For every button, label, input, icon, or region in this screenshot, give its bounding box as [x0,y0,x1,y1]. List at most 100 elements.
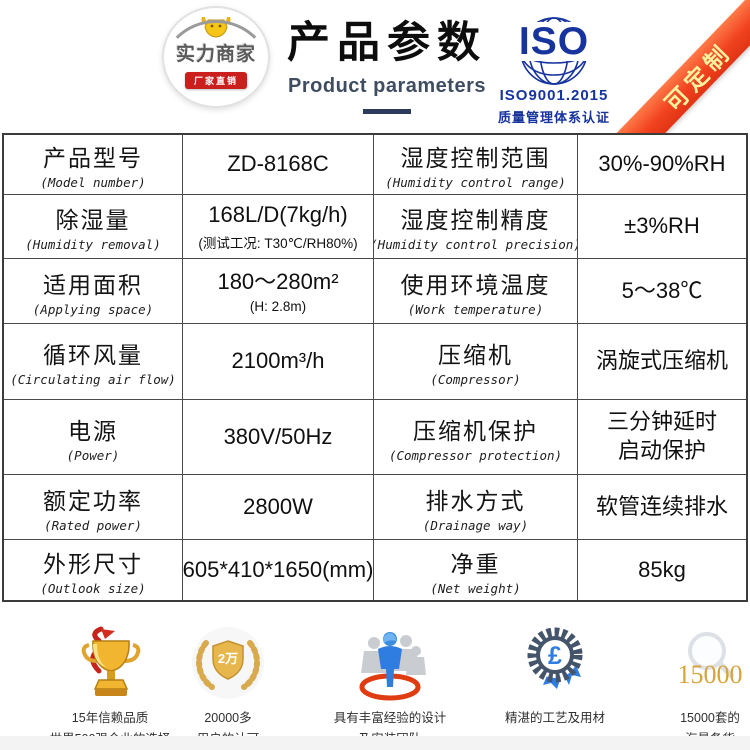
iso-wordmark: ISO [515,22,593,61]
param-value: 605*410*1650(mm) [183,556,374,582]
param-value-cell: 380V/50Hz [183,400,374,475]
param-label-cell: 适用面积 (Applying space) [4,259,183,324]
param-label-cell: 使用环境温度 (Work temperature) [374,259,578,324]
param-value: 软管连续排水 [595,493,728,519]
param-name-en: (Compressor protection) [388,447,563,463]
page-title: 产品参数 [287,19,487,67]
param-name-en: (Humidity removal) [25,237,161,252]
footer-item-team: 具有丰富经验的设计 及安装团队 [300,624,480,749]
param-name-zh: 循环风量 [43,342,143,368]
param-label-cell: 净重 (Net weight) [374,540,578,600]
bottom-strip [0,736,750,750]
laurel-badge-icon: 2万 [192,627,264,699]
param-value: 168L/D(7kg/h) [208,201,348,227]
param-value-cell: 软管连续排水 [578,475,746,540]
param-value: 三分钟延时 启动保护 [606,409,717,463]
factory-direct-banner: 厂家直销 [184,72,247,89]
param-label-cell: 湿度控制范围 (Humidity control range) [374,135,578,195]
param-name-en: (Compressor) [430,372,521,387]
team-icon [359,632,426,701]
param-value: 85kg [638,556,686,582]
param-label-cell: 排水方式 (Drainage way) [374,475,578,540]
param-name-en: (Outlook size) [40,580,146,596]
param-name-en: (Work temperature) [407,301,544,317]
badge-symbol: £ [548,642,562,670]
footer-item-users: 2万 20000多 用户的认可 [138,624,318,749]
footer-caption: 精湛的工艺及用材 [504,711,605,725]
param-label-cell: 电源 (Power) [4,400,183,475]
param-name-zh: 湿度控制范围 [400,145,551,171]
param-name-en: (Rated power) [44,517,142,533]
param-value-note: (测试工况: T30℃/RH80%) [198,236,358,252]
param-name-zh: 除湿量 [55,207,131,233]
param-value-cell: 三分钟延时 启动保护 [578,400,746,475]
param-name-en: (Power) [66,447,120,463]
param-label-cell: 产品型号 (Model number) [4,135,183,195]
param-label-cell: 压缩机 (Compressor) [374,324,578,400]
param-value: 30%-90%RH [598,151,726,177]
title-block: 产品参数 Product parameters [282,8,492,114]
badge-count-label: 2万 [218,651,238,666]
param-value-cell: ZD-8168C [183,135,374,195]
medal-badge-icon: £ [527,627,583,689]
param-name-en: (Circulating air flow) [10,372,176,387]
param-value-cell: 168L/D(7kg/h) (测试工况: T30℃/RH80%) [183,195,374,259]
spec-table: 产品型号 (Model number) ZD-8168C 湿度控制范围 (Humid… [2,133,748,602]
param-name-zh: 电源 [68,417,118,444]
param-name-zh: 产品型号 [43,145,143,171]
trophy-icon [81,626,141,696]
param-name-en: (Humidity control range) [385,175,566,190]
param-value-cell: 涡旋式压缩机 [578,324,746,400]
brand-logo: 实力商家 厂家直销 [158,4,276,110]
param-label-cell: 湿度控制精度 (Humidity control precision) [374,195,578,259]
param-value-cell: ±3%RH [578,195,746,259]
param-label-cell: 除湿量 (Humidity removal) [4,195,183,259]
param-name-zh: 湿度控制精度 [400,207,551,233]
footer-item-craft: £ 精湛的工艺及用材 [465,624,645,729]
param-name-en: (Applying space) [32,301,154,317]
param-value-cell: 85kg [578,540,746,600]
param-name-zh: 适用面积 [43,271,143,298]
param-name-en: (Humidity control precision) [374,237,578,252]
param-label-cell: 压缩机保护 (Compressor protection) [374,400,578,475]
magnifier-icon: 15000 [678,632,743,689]
param-value: 5～38℃ [621,277,703,303]
param-name-zh: 压缩机 [438,342,513,368]
iso-caption: 质量管理体系认证 [497,110,610,125]
param-value: 2800W [243,493,313,519]
param-value-cell: 5～38℃ [578,259,746,324]
param-label-cell: 额定功率 (Rated power) [4,475,183,540]
param-label-cell: 外形尺寸 (Outlook size) [4,540,183,600]
param-name-zh: 外形尺寸 [43,550,143,577]
param-value-cell: 2800W [183,475,374,540]
param-value: 涡旋式压缩机 [595,348,728,374]
param-value-cell: 605*410*1650(mm) [183,540,374,600]
bull-icon [201,17,231,38]
param-label-cell: 循环风量 (Circulating air flow) [4,324,183,400]
brand-name: 实力商家 [175,44,256,65]
page-subtitle: Product parameters [288,75,486,97]
param-name-zh: 使用环境温度 [400,271,551,298]
title-underline [363,109,411,114]
param-value: 2100m³/h [231,348,325,374]
param-name-en: (Drainage way) [422,517,529,533]
param-value: ±3%RH [624,213,700,239]
param-value-cell: 2100m³/h [183,324,374,400]
param-name-en: (Model number) [40,175,146,190]
param-value-cell: 180～280m² (H: 2.8m) [183,259,374,324]
logo-disc: 实力商家 厂家直销 [162,6,270,108]
param-name-en: (Net weight) [430,580,521,596]
stock-count-label: 15000 [678,660,743,689]
param-value-cell: 30%-90%RH [578,135,746,195]
iso-standard: ISO9001.2015 [499,87,609,104]
footer-item-stock: 15000 15000套的 海量备货 [620,624,750,749]
param-name-zh: 额定功率 [43,487,143,514]
param-name-zh: 压缩机保护 [413,417,538,444]
param-value-note: (H: 2.8m) [249,299,307,315]
param-value: 380V/50Hz [223,423,333,449]
iso-certification: ISO ISO9001.2015 质量管理体系认证 [490,12,618,126]
param-name-zh: 排水方式 [425,487,526,514]
param-value: ZD-8168C [227,151,329,177]
param-value: 180～280m² [217,268,339,294]
